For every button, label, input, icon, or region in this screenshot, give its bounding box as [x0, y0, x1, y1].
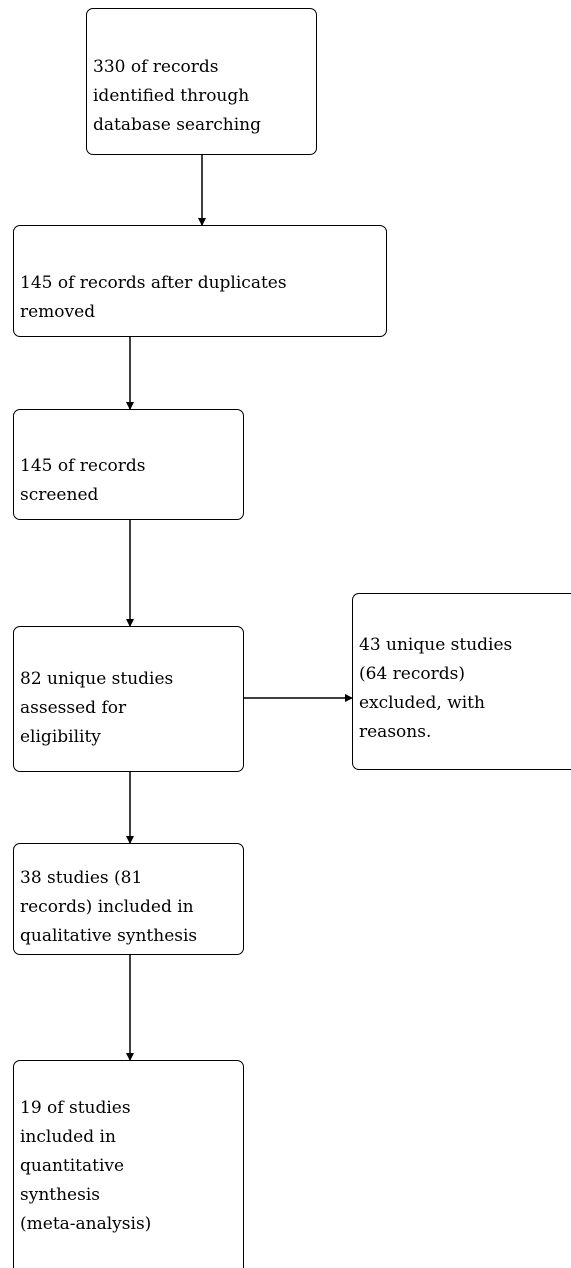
- box-studies-assessed: 82 unique studies assessed for eligibili…: [13, 626, 244, 772]
- box-studies-excluded-text: 43 unique studies (64 records) excluded,…: [359, 635, 513, 742]
- box-records-screened-text: 145 of records screened: [20, 456, 146, 505]
- box-qualitative-synthesis: 38 studies (81 records) included in qual…: [13, 843, 244, 955]
- box-studies-assessed-text: 82 unique studies assessed for eligibili…: [20, 669, 174, 747]
- box-quantitative-synthesis-text: 19 of studies included in quantitative s…: [20, 1098, 152, 1234]
- box-records-screened: 145 of records screened: [13, 409, 244, 520]
- box-records-identified-text: 330 of records identified through databa…: [93, 57, 261, 135]
- box-studies-excluded: 43 unique studies (64 records) excluded,…: [352, 593, 571, 770]
- box-records-after-duplicates-text: 145 of records after duplicates removed: [20, 273, 287, 322]
- box-records-identified: 330 of records identified through databa…: [86, 8, 317, 155]
- box-qualitative-synthesis-text: 38 studies (81 records) included in qual…: [20, 868, 198, 946]
- box-quantitative-synthesis: 19 of studies included in quantitative s…: [13, 1060, 244, 1268]
- box-records-after-duplicates: 145 of records after duplicates removed: [13, 225, 387, 337]
